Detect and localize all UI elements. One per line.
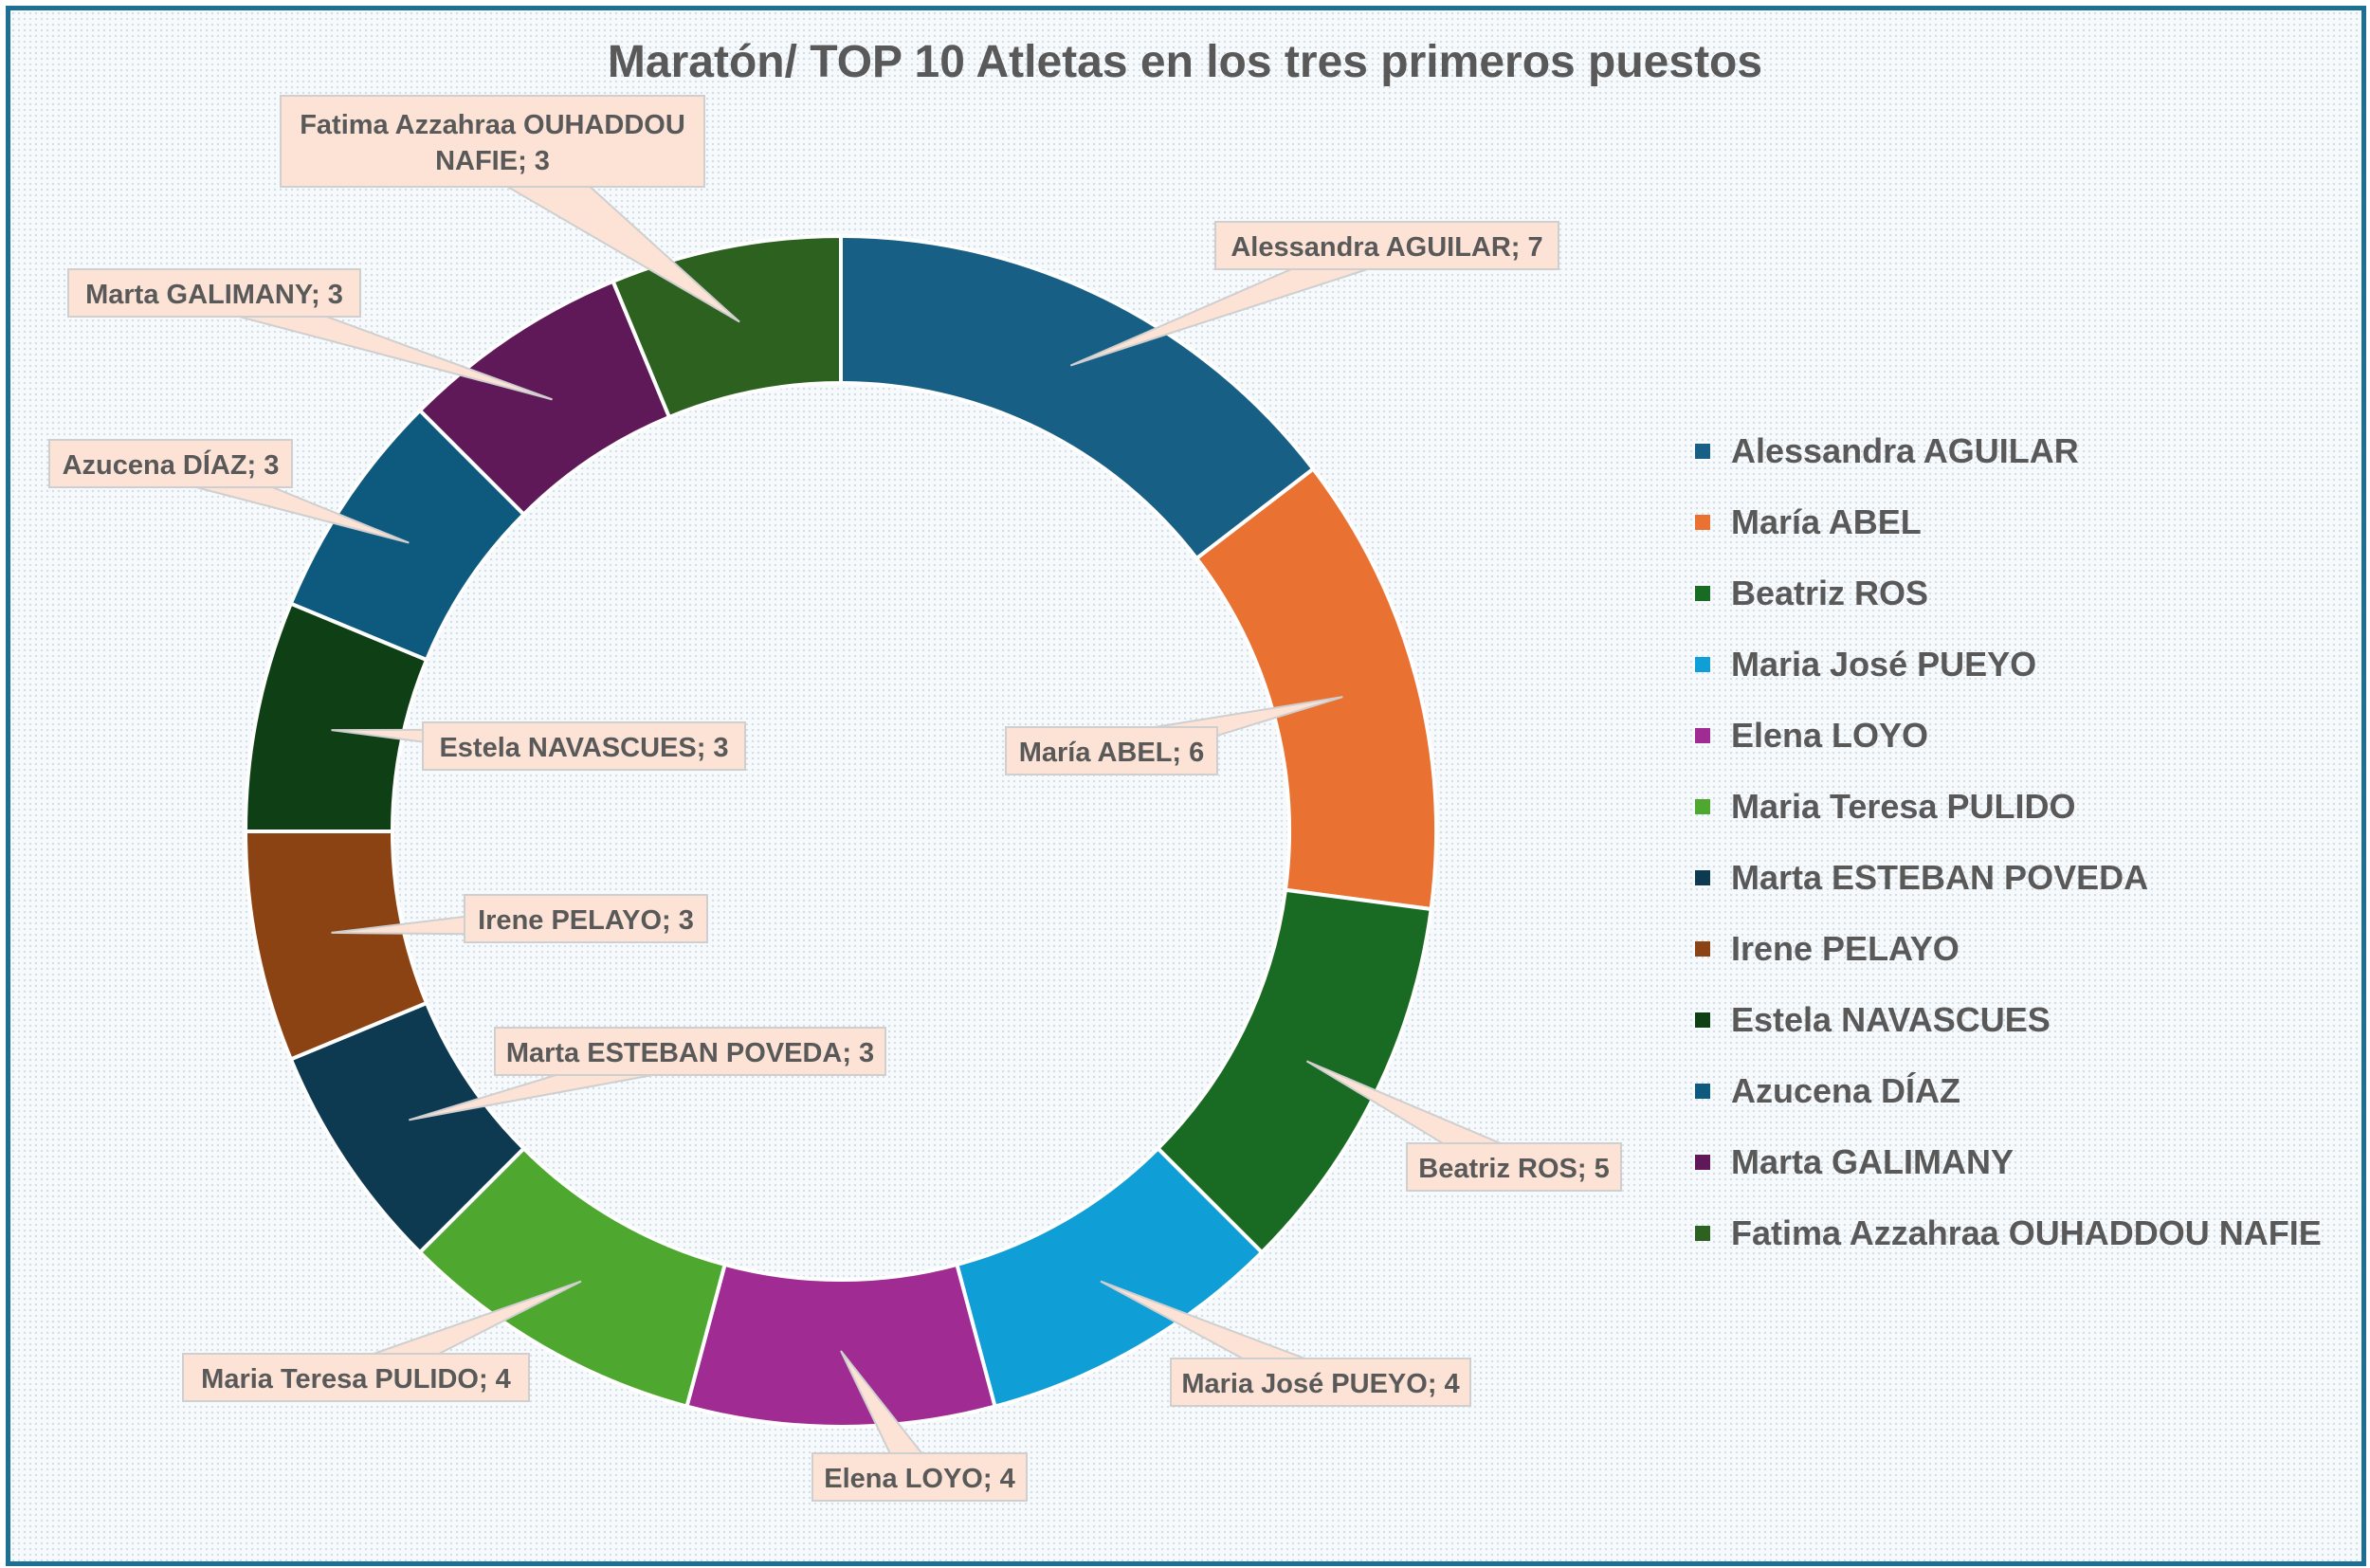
legend-item[interactable]: Marta ESTEBAN POVEDA [1695,842,2322,913]
data-label-text: Azucena DÍAZ; 3 [63,448,280,481]
legend-swatch [1695,1012,1710,1028]
legend-swatch [1695,940,1710,957]
data-label-marta-galimany: Marta GALIMANY; 3 [67,268,553,401]
data-label-elena-loyo: Elena LOYO; 4 [811,1350,1028,1502]
callout-box [494,1027,886,1076]
legend-item[interactable]: Elena LOYO [1695,700,2322,771]
legend-label: Azucena DÍAZ [1731,1070,1961,1110]
data-label-marta-esteban-poveda: Marta ESTEBAN POVEDA; 3 [409,1027,886,1121]
callout-box [67,268,361,318]
legend-label: Maria Teresa PULIDO [1731,786,2076,826]
legend-item[interactable]: Maria José PUEYO [1695,629,2322,700]
slice-elena-loyo[interactable] [684,1262,997,1429]
data-label-maria-teresa-pulido: Maria Teresa PULIDO; 4 [182,1280,582,1402]
chart-area [6,6,2366,1566]
legend-label: Maria José PUEYO [1731,644,2037,684]
legend-swatch [1695,1083,1710,1099]
legend-item[interactable]: Estela NAVASCUES [1695,984,2322,1055]
data-label-fatima-azzahraa-ouhaddou-nafie: Fatima Azzahraa OUHADDOU NAFIE; 3 [280,95,740,323]
callout-box [280,95,705,188]
legend-item[interactable]: Azucena DÍAZ [1695,1055,2322,1126]
legend-label: Marta ESTEBAN POVEDA [1731,857,2149,897]
legend: Alessandra AGUILAR María ABEL Beatriz ROS M… [1695,415,2322,1268]
legend-label: Elena LOYO [1731,715,1929,755]
callout-box [422,721,746,771]
data-label-text: Marta ESTEBAN POVEDA; 3 [506,1038,874,1068]
legend-item[interactable]: Alessandra AGUILAR [1695,415,2322,486]
legend-label: Fatima Azzahraa OUHADDOU NAFIE [1731,1212,2322,1252]
legend-item[interactable]: Beatriz ROS [1695,557,2322,629]
legend-swatch [1695,656,1710,672]
legend-swatch [1695,443,1710,459]
legend-swatch [1695,869,1710,885]
data-label-maria-abel: María ABEL; 6 [1005,696,1343,775]
legend-item[interactable]: Irene PELAYO [1695,913,2322,984]
legend-label: Estela NAVASCUES [1731,999,2051,1039]
legend-swatch [1695,514,1710,530]
legend-item[interactable]: Fatima Azzahraa OUHADDOU NAFIE [1695,1197,2322,1268]
data-label-text: NAFIE; 3 [435,146,550,176]
data-label-text: María ABEL; 6 [1019,738,1205,768]
callout-box [48,439,293,488]
callout-box [464,894,708,943]
chart-title: Maratón/ TOP 10 Atletas en los tres prim… [607,37,1763,87]
data-label-text: Maria José PUEYO; 4 [1181,1369,1459,1399]
callout-box [811,1452,1028,1502]
legend-swatch [1695,1154,1710,1170]
data-label-text: Marta GALIMANY; 3 [85,280,343,310]
data-label-text: Alessandra AGUILAR; 7 [1231,232,1542,263]
data-label-text: Elena LOYO; 4 [824,1464,1014,1494]
data-label-irene-pelayo: Irene PELAYO; 3 [331,894,708,943]
legend-swatch [1695,798,1710,814]
legend-item[interactable]: Marta GALIMANY [1695,1126,2322,1197]
callout-box [1005,726,1218,775]
legend-label: Alessandra AGUILAR [1731,430,2079,470]
data-label-estela-navascues: Estela NAVASCUES; 3 [331,721,746,771]
data-label-azucena-diaz: Azucena DÍAZ; 3 [48,439,410,544]
callout-box [1214,221,1559,270]
data-label-text: Beatriz ROS; 5 [1418,1154,1609,1184]
data-label-text: Estela NAVASCUES; 3 [439,733,728,763]
legend-swatch [1695,727,1710,743]
data-label-maria-jose-pueyo: Maria José PUEYO; 4 [1100,1280,1471,1407]
data-label-text: Maria Teresa PULIDO; 4 [201,1364,511,1395]
legend-item[interactable]: María ABEL [1695,486,2322,557]
slice-alessandra-aguilar[interactable] [839,233,1317,561]
callout-box [1170,1358,1471,1407]
legend-label: Marta GALIMANY [1731,1141,2014,1181]
callout-box [182,1353,530,1402]
legend-label: Beatriz ROS [1731,573,1929,612]
legend-item[interactable]: Maria Teresa PULIDO [1695,771,2322,842]
legend-swatch [1695,585,1710,601]
legend-label: Irene PELAYO [1731,928,1960,968]
legend-swatch [1695,1225,1710,1241]
data-label-beatriz-ros: Beatriz ROS; 5 [1305,1060,1622,1192]
callout-box [1406,1142,1622,1192]
legend-label: María ABEL [1731,501,1922,541]
data-label-alessandra-aguilar: Alessandra AGUILAR; 7 [1069,221,1559,367]
data-label-text: Irene PELAYO; 3 [478,905,694,936]
slice-maria-abel[interactable] [1194,465,1439,912]
data-label-text: Fatima Azzahraa OUHADDOU [300,110,685,140]
